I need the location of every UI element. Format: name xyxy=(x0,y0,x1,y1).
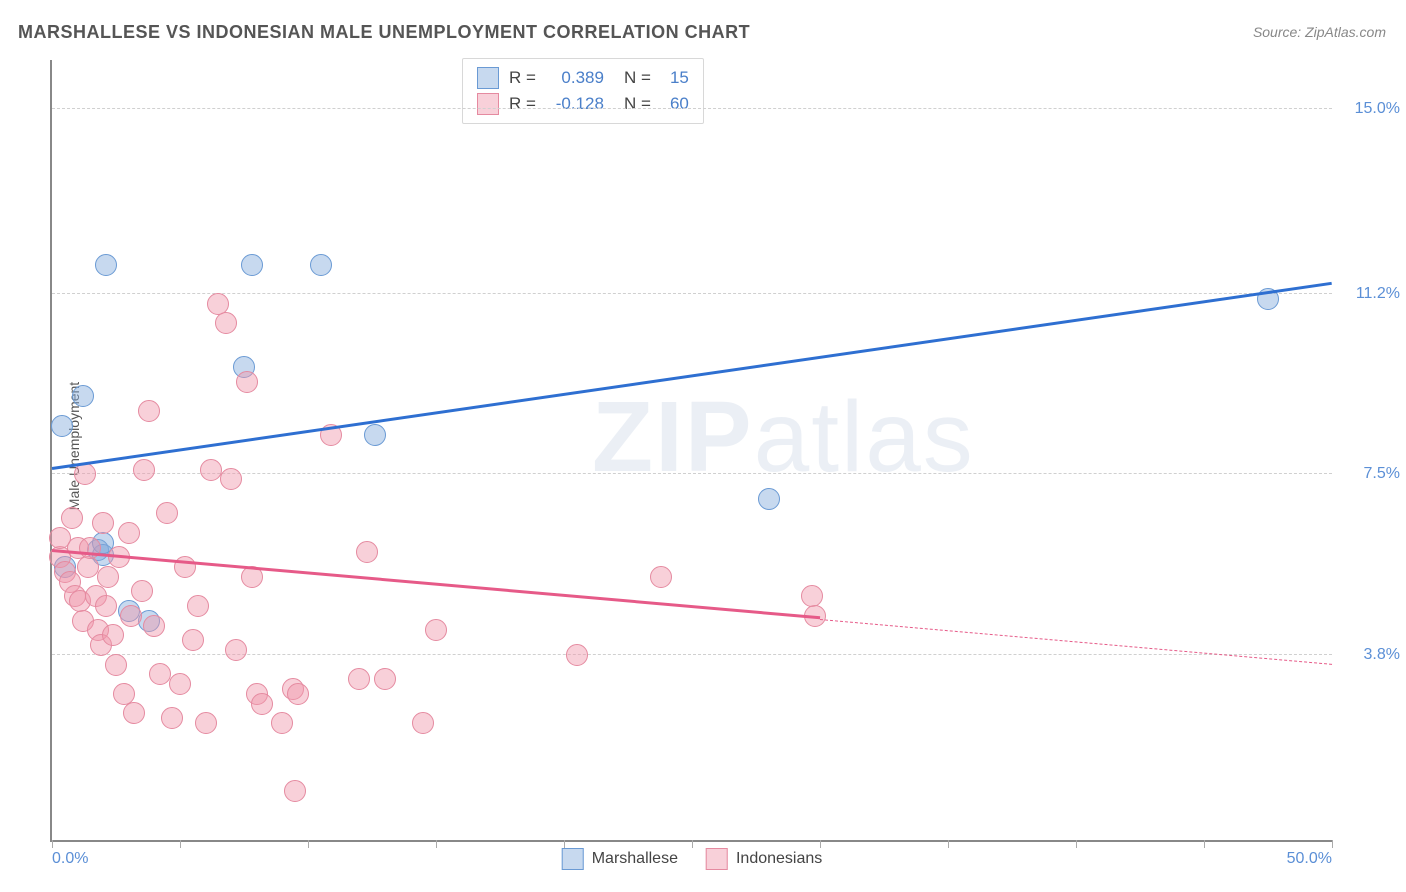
scatter-point xyxy=(758,488,780,510)
scatter-point xyxy=(241,254,263,276)
x-tick xyxy=(1076,840,1077,848)
trend-line xyxy=(820,619,1332,665)
correlation-legend: R = 0.389 N = 15 R = -0.128 N = 60 xyxy=(462,58,704,124)
scatter-point xyxy=(182,629,204,651)
scatter-point xyxy=(133,459,155,481)
y-tick-label: 11.2% xyxy=(1356,285,1400,303)
scatter-point xyxy=(143,615,165,637)
scatter-point xyxy=(72,385,94,407)
y-tick-label: 7.5% xyxy=(1364,465,1400,483)
legend-swatch xyxy=(706,848,728,870)
scatter-point xyxy=(374,668,396,690)
gridline xyxy=(52,108,1332,109)
scatter-point xyxy=(131,580,153,602)
scatter-point xyxy=(161,707,183,729)
gridline xyxy=(52,293,1332,294)
r-label: R = xyxy=(509,94,536,114)
scatter-point xyxy=(74,463,96,485)
x-tick xyxy=(52,840,53,848)
n-value: 15 xyxy=(661,68,689,88)
x-tick xyxy=(1204,840,1205,848)
scatter-point xyxy=(412,712,434,734)
scatter-point xyxy=(102,624,124,646)
source-attribution: Source: ZipAtlas.com xyxy=(1253,24,1386,40)
scatter-point xyxy=(650,566,672,588)
n-label: N = xyxy=(624,94,651,114)
x-tick xyxy=(820,840,821,848)
scatter-point xyxy=(92,512,114,534)
scatter-point xyxy=(251,693,273,715)
scatter-point xyxy=(138,400,160,422)
scatter-point xyxy=(105,654,127,676)
r-value: -0.128 xyxy=(546,94,604,114)
scatter-point xyxy=(195,712,217,734)
scatter-point xyxy=(200,459,222,481)
r-value: 0.389 xyxy=(546,68,604,88)
x-tick xyxy=(692,840,693,848)
scatter-point xyxy=(220,468,242,490)
x-tick-label: 0.0% xyxy=(52,850,88,868)
scatter-point xyxy=(187,595,209,617)
x-tick xyxy=(1332,840,1333,848)
scatter-point xyxy=(310,254,332,276)
trend-line xyxy=(52,549,820,619)
watermark: ZIPatlas xyxy=(592,380,975,495)
x-tick-label: 50.0% xyxy=(1287,850,1332,868)
scatter-point xyxy=(156,502,178,524)
scatter-point xyxy=(284,780,306,802)
scatter-point xyxy=(118,522,140,544)
scatter-point xyxy=(120,605,142,627)
legend-swatch xyxy=(477,67,499,89)
gridline xyxy=(52,473,1332,474)
scatter-point xyxy=(271,712,293,734)
scatter-point xyxy=(97,566,119,588)
legend-item: Marshallese xyxy=(562,848,678,870)
y-tick-label: 15.0% xyxy=(1355,100,1400,118)
x-tick xyxy=(180,840,181,848)
scatter-point xyxy=(287,683,309,705)
x-tick xyxy=(948,840,949,848)
scatter-plot-area: ZIPatlas R =0.389N =15R =-0.128N =60 Mar… xyxy=(50,60,1332,842)
legend-swatch xyxy=(562,848,584,870)
scatter-point xyxy=(61,507,83,529)
watermark-light: atlas xyxy=(754,381,975,493)
scatter-point xyxy=(225,639,247,661)
scatter-point xyxy=(566,644,588,666)
y-tick-label: 3.8% xyxy=(1364,646,1400,664)
x-tick xyxy=(308,840,309,848)
scatter-point xyxy=(95,254,117,276)
n-label: N = xyxy=(624,68,651,88)
x-tick xyxy=(436,840,437,848)
scatter-point xyxy=(215,312,237,334)
scatter-point xyxy=(123,702,145,724)
x-tick xyxy=(564,840,565,848)
scatter-point xyxy=(77,556,99,578)
legend-item: Indonesians xyxy=(706,848,822,870)
legend-label: Indonesians xyxy=(736,850,822,868)
scatter-point xyxy=(51,415,73,437)
scatter-point xyxy=(356,541,378,563)
watermark-bold: ZIP xyxy=(592,381,754,493)
scatter-point xyxy=(95,595,117,617)
scatter-point xyxy=(149,663,171,685)
legend-row: R = -0.128 N = 60 xyxy=(477,91,689,117)
legend-row: R = 0.389 N = 15 xyxy=(477,65,689,91)
scatter-point xyxy=(364,424,386,446)
legend-label: Marshallese xyxy=(592,850,678,868)
scatter-point xyxy=(348,668,370,690)
legend-swatch xyxy=(477,93,499,115)
chart-title: MARSHALLESE VS INDONESIAN MALE UNEMPLOYM… xyxy=(18,22,750,43)
scatter-point xyxy=(169,673,191,695)
n-value: 60 xyxy=(661,94,689,114)
r-label: R = xyxy=(509,68,536,88)
scatter-point xyxy=(236,371,258,393)
series-legend: Marshallese Indonesians xyxy=(562,848,823,870)
scatter-point xyxy=(425,619,447,641)
